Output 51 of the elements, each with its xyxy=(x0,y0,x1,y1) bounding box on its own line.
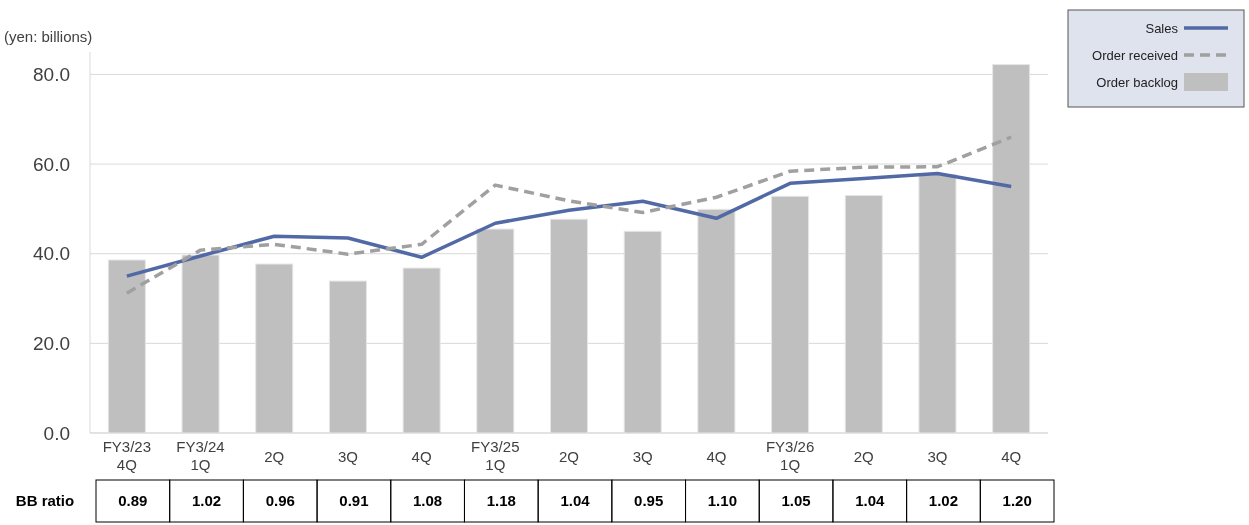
y-axis-title: (yen: billions) xyxy=(4,28,93,45)
y-tick-label: 80.0 xyxy=(33,64,70,86)
text: 1.10 xyxy=(707,492,737,510)
x-tick-label: 3Q xyxy=(337,448,358,466)
text: 1.18 xyxy=(486,492,516,510)
bar xyxy=(771,195,810,434)
x-tick-label: 3Q xyxy=(632,448,653,466)
bar xyxy=(918,173,957,434)
text: 0.91 xyxy=(339,492,369,510)
line-series xyxy=(125,171,1013,278)
text: 0.89 xyxy=(118,492,148,510)
text: 1.02 xyxy=(928,492,959,510)
x-tick-label: 4Q xyxy=(411,448,432,466)
bar xyxy=(476,228,515,434)
bar xyxy=(844,194,883,434)
bar xyxy=(697,208,736,434)
y-tick-label: 0.0 xyxy=(43,422,70,444)
text: 1.08 xyxy=(413,492,443,510)
bar xyxy=(181,254,220,434)
legend-label: Sales xyxy=(1145,20,1179,36)
text: 0.95 xyxy=(634,492,664,510)
x-tick-label: FY3/26 1Q xyxy=(765,438,815,473)
x-tick-label: 2Q xyxy=(558,448,580,466)
text: 1.02 xyxy=(191,492,222,510)
x-tick-label: 4Q xyxy=(1001,448,1022,466)
y-tick-label: 60.0 xyxy=(33,153,70,175)
bar xyxy=(550,218,588,434)
x-tick-label: 2Q xyxy=(853,448,874,466)
legend-label: Order backlog xyxy=(1096,74,1178,90)
line-series xyxy=(125,135,1013,295)
y-tick-label: 20.0 xyxy=(33,333,70,354)
bar xyxy=(623,230,662,434)
text: 1.04 xyxy=(560,492,591,510)
x-tick-label: 4Q xyxy=(706,448,727,466)
bar xyxy=(402,267,441,434)
text: 0.96 xyxy=(265,492,295,510)
text: 1.20 xyxy=(1002,492,1032,510)
x-tick-label: FY3/24 1Q xyxy=(176,438,225,473)
bar xyxy=(255,263,294,434)
text: 1.05 xyxy=(781,492,811,510)
text: 1.04 xyxy=(855,492,886,510)
bar xyxy=(328,280,367,434)
bar xyxy=(107,259,146,434)
y-tick-label: 40.0 xyxy=(33,243,70,265)
bar xyxy=(992,64,1031,434)
text: BB ratio xyxy=(15,492,75,510)
x-tick-label: FY3/23 4Q xyxy=(102,438,152,473)
x-tick-label: 3Q xyxy=(927,448,948,466)
legend-label: Order received xyxy=(1092,47,1178,63)
x-tick-label: FY3/25 1Q xyxy=(471,438,520,473)
x-tick-label: 2Q xyxy=(264,448,285,466)
